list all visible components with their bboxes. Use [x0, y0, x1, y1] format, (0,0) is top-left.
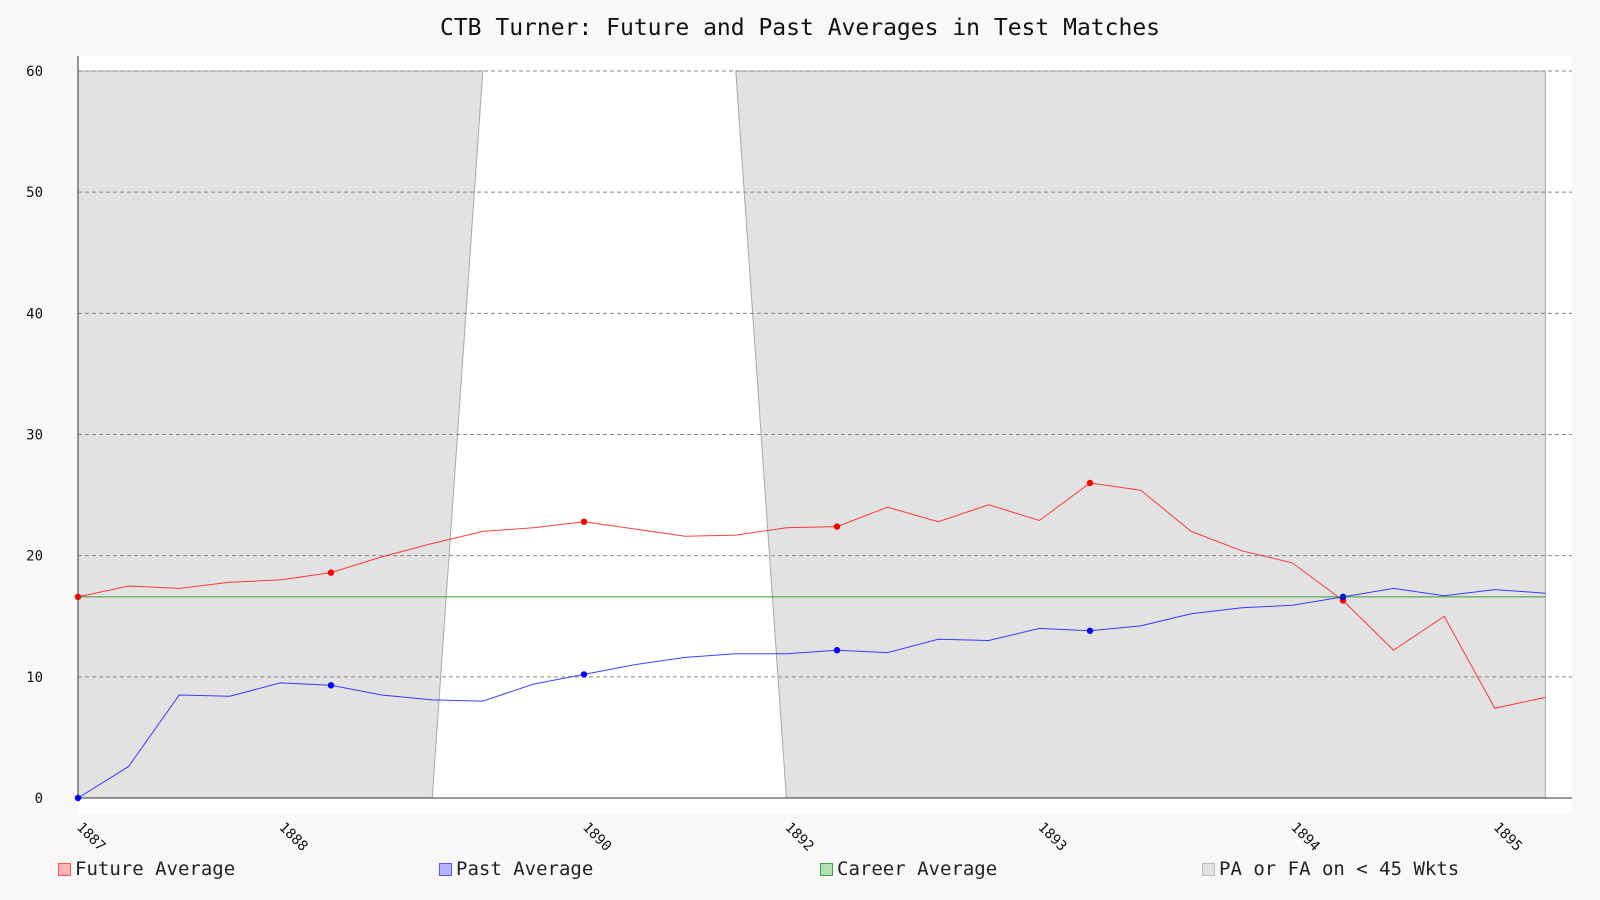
series-line-past-average [77, 587, 1546, 799]
x-tick-label-1887: 1887 [73, 820, 108, 855]
series-layer [74, 479, 1546, 802]
x-tick-label-1892: 1892 [782, 820, 817, 855]
legend-label-career-average: Career Average [837, 858, 998, 880]
axes [77, 56, 1572, 799]
y-tick-label-30: 30 [26, 428, 43, 444]
data-point-future-average-10 [580, 518, 588, 525]
data-point-past-average-10 [580, 671, 588, 678]
legend-swatch-region [1202, 862, 1215, 876]
data-point-past-average-0 [74, 794, 82, 802]
data-point-future-average-20 [1086, 479, 1094, 487]
data-point-past-average-15 [833, 646, 841, 654]
data-point-future-average-5 [327, 569, 335, 576]
x-tick-label-1895: 1895 [1490, 820, 1525, 855]
legend-label-future-average: Future Average [75, 858, 236, 880]
x-tick-label-1890: 1890 [579, 820, 614, 855]
y-tick-label-60: 60 [26, 64, 43, 80]
legend-label-past-average: Past Average [456, 858, 594, 880]
x-tick-label-1894: 1894 [1288, 820, 1323, 855]
legend-item-past-average: Past Average [439, 857, 593, 881]
y-tick-label-40: 40 [26, 306, 43, 322]
legend-swatch-career [820, 862, 833, 876]
legend-label-low-wickets-region: PA or FA on < 45 Wkts [1219, 858, 1460, 880]
series-line-future-average [77, 482, 1546, 709]
data-point-past-average-5 [327, 682, 335, 689]
legend-item-low-wickets-region: PA or FA on < 45 Wkts [1202, 857, 1459, 881]
data-point-past-average-20 [1086, 627, 1094, 634]
data-point-future-average-15 [833, 523, 841, 530]
x-tick-label-1893: 1893 [1035, 820, 1070, 855]
gridlines [78, 70, 1572, 678]
y-tick-label-10: 10 [26, 670, 43, 686]
y-tick-label-0: 0 [35, 791, 43, 807]
chart-title: CTB Turner: Future and Past Averages in … [440, 15, 1160, 41]
y-tick-label-50: 50 [26, 185, 43, 201]
y-tick-label-20: 20 [26, 549, 43, 565]
legend-item-future-average: Future Average [58, 857, 235, 881]
legend-swatch-future [58, 862, 71, 876]
x-tick-label-1888: 1888 [276, 820, 311, 855]
legend-swatch-past [439, 862, 452, 876]
legend-item-career-average: Career Average [820, 857, 997, 881]
